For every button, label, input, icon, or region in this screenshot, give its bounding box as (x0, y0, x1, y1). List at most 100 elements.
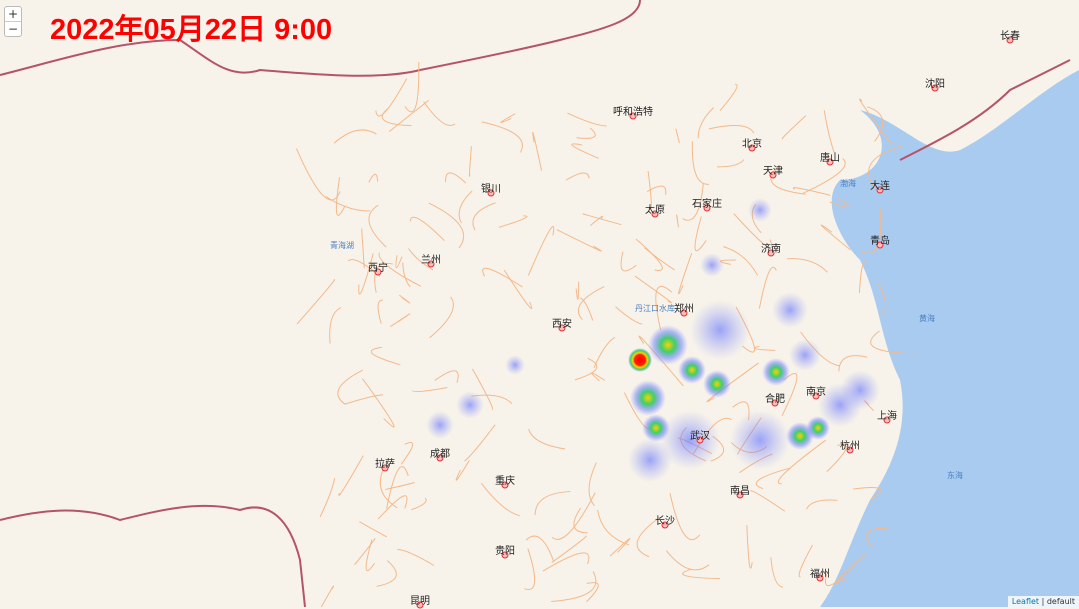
heat-spot (648, 325, 688, 365)
heat-spot (772, 292, 808, 328)
road (397, 548, 435, 566)
city-label: 唐山 (820, 153, 840, 164)
road (798, 544, 813, 578)
heat-spot (703, 370, 731, 398)
city-label: 大连 (870, 181, 890, 192)
road (455, 460, 470, 481)
attribution: Leaflet | default (1007, 596, 1079, 607)
road (669, 493, 701, 541)
road (635, 238, 663, 271)
road (770, 166, 806, 195)
leaflet-link[interactable]: Leaflet (1011, 597, 1040, 606)
road (423, 101, 456, 126)
road (588, 462, 597, 507)
city-marker (876, 186, 884, 194)
heat-spot (660, 410, 720, 470)
road (586, 582, 599, 603)
roads (295, 62, 917, 607)
city-label: 太原 (645, 205, 665, 216)
heat-spot (630, 380, 666, 416)
road (678, 253, 693, 295)
road (370, 346, 401, 366)
road (472, 368, 494, 411)
road (723, 246, 759, 276)
road (428, 202, 465, 249)
road (377, 495, 408, 520)
heat-spot (690, 300, 750, 360)
road (551, 492, 596, 540)
city-marker (1006, 36, 1014, 44)
city-marker (736, 491, 744, 499)
zoom-out-button[interactable]: − (5, 21, 21, 36)
road (379, 465, 398, 509)
road (655, 286, 673, 331)
water-label: 黄海 (919, 314, 935, 323)
road (375, 78, 408, 117)
city-label: 郑州 (674, 304, 694, 315)
road (390, 313, 410, 328)
city-marker (501, 481, 509, 489)
city-label: 青岛 (870, 236, 890, 247)
road (571, 143, 599, 159)
city-label: 贵阳 (495, 546, 515, 557)
road (565, 172, 590, 181)
road (590, 215, 604, 227)
road (706, 362, 760, 403)
road (527, 226, 555, 276)
city-label: 呼和浩特 (613, 107, 653, 118)
road (386, 466, 409, 509)
road (395, 255, 403, 269)
road (576, 127, 596, 139)
road (359, 521, 387, 538)
city-label: 合肥 (765, 394, 785, 405)
road (385, 482, 415, 491)
sea (820, 70, 1079, 607)
attribution-separator: | (1039, 597, 1047, 606)
road (404, 62, 420, 113)
road (676, 214, 680, 228)
road (859, 98, 892, 145)
road (646, 185, 667, 195)
road (836, 553, 868, 584)
road (717, 159, 745, 168)
city-marker (931, 84, 939, 92)
city-label: 重庆 (495, 476, 515, 487)
road (429, 296, 454, 339)
road (524, 548, 536, 591)
city-marker (696, 436, 704, 444)
city-label: 西宁 (368, 263, 388, 274)
city-marker (661, 521, 669, 529)
road (368, 173, 379, 183)
water-label: 东海 (947, 471, 963, 480)
road (381, 107, 412, 127)
road (826, 444, 847, 472)
border-line (0, 0, 641, 77)
heatmap-layer (426, 198, 880, 482)
city-label: 沈阳 (925, 79, 945, 90)
road (445, 172, 467, 184)
road (853, 486, 882, 500)
road (802, 158, 846, 194)
road (503, 269, 533, 309)
city-marker (826, 158, 834, 166)
city-marker (769, 171, 777, 179)
zoom-in-button[interactable]: + (7, 7, 19, 21)
city-marker (812, 392, 820, 400)
road (481, 121, 523, 153)
city-marker (703, 204, 711, 212)
road (582, 213, 622, 226)
water-label: 青海湖 (330, 241, 354, 250)
road (551, 535, 587, 563)
road (638, 335, 684, 387)
road (551, 571, 597, 602)
road (792, 187, 831, 196)
road (320, 585, 334, 607)
road (556, 229, 602, 252)
city-label: 武汉 (690, 431, 710, 442)
city-label: 福州 (810, 569, 830, 580)
road (333, 129, 377, 144)
road (472, 202, 496, 231)
road (870, 330, 917, 355)
border-line (899, 59, 1071, 161)
